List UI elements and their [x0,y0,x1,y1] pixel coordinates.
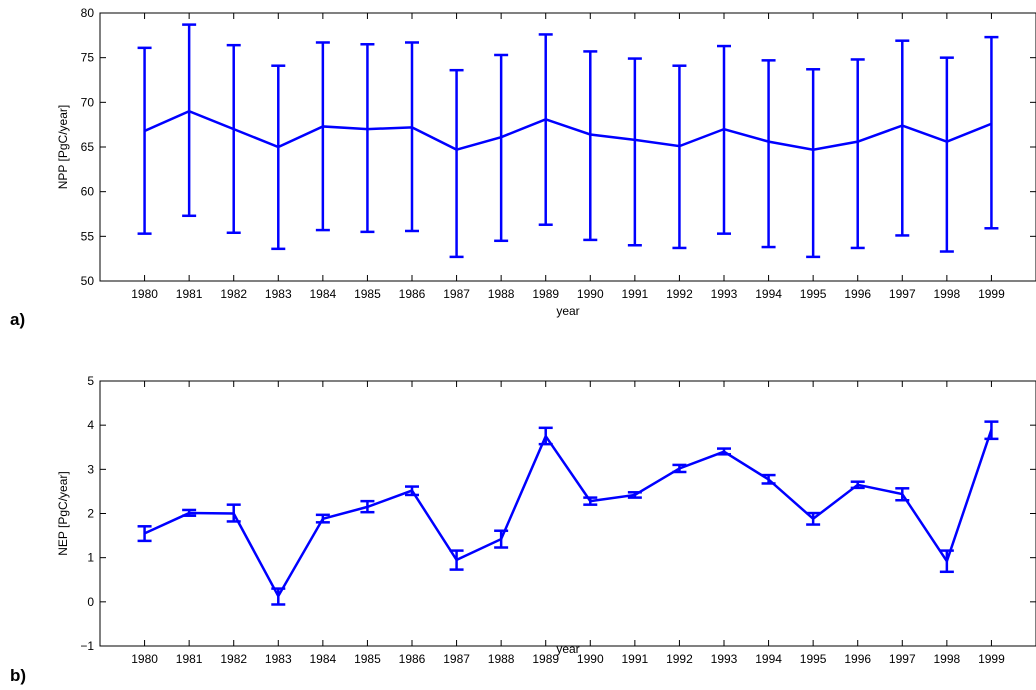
x-tick-label: 1988 [488,287,515,301]
y-tick-label: 50 [81,274,95,288]
x-tick-label: 1986 [399,652,426,666]
x-tick-label: 1997 [889,287,916,301]
error-bar [360,43,375,234]
x-tick-label: 1996 [844,652,871,666]
x-tick-label: 1990 [577,287,604,301]
plot-frame [99,380,1036,647]
x-tick-label: 1984 [310,287,337,301]
error-bar [538,33,553,226]
x-tick-label: 1986 [399,287,426,301]
plot-frame [99,12,1036,282]
x-tick-label: 1995 [800,287,827,301]
y-tick-label: 1 [87,551,94,565]
y-tick-label: 80 [81,6,95,20]
error-bar [895,39,910,237]
error-bar [806,68,821,259]
x-tick-label: 1992 [666,287,693,301]
x-tick-label: 1998 [934,287,961,301]
error-bar [583,50,598,242]
y-tick-label: 70 [81,95,95,109]
x-tick-label: 1995 [800,652,827,666]
error-bar [226,43,241,235]
npp-panel: 1980 1981 1982 1983 1984 1985 1986 1987 1988 1989… [56,6,1036,318]
x-tick-label: 1985 [354,287,381,301]
error-bar [137,525,152,543]
y-tick-label: 3 [87,462,94,476]
error-bar [761,59,776,249]
error-bar [939,56,954,253]
x-tick-label: 1985 [354,652,381,666]
x-tick-label: 1991 [622,652,649,666]
x-tick-label: 1997 [889,652,916,666]
x-tick-label: 1987 [443,652,470,666]
x-axis-title: year [556,304,579,318]
y-tick-label: 4 [87,418,94,432]
x-tick-label: 1990 [577,652,604,666]
series-line [144,109,992,152]
x-tick-label: 1980 [131,287,158,301]
error-bar [271,64,286,251]
x-tick-label: 1991 [622,287,649,301]
x-tick-label: 1981 [176,652,203,666]
y-tick-label: 60 [81,185,95,199]
series-line [144,429,993,599]
x-tick-label: 1987 [443,287,470,301]
y-tick-label: 75 [81,51,95,65]
error-bar [315,41,330,232]
x-tick-label: 1983 [265,652,292,666]
x-tick-label: 1983 [265,287,292,301]
x-tick-label: 1980 [131,652,158,666]
x-tick-label: 1984 [310,652,337,666]
panel-label-b: b) [10,666,26,685]
x-tick-label: 1993 [711,287,738,301]
y-tick-label: 55 [81,229,95,243]
x-tick-label: 1989 [532,287,559,301]
x-tick-label: 1989 [532,652,559,666]
error-bar [137,46,152,235]
error-bar [984,35,999,230]
error-bar [405,41,419,233]
error-bar [494,53,509,243]
x-tick-label: 1999 [978,652,1005,666]
y-tick-label: 5 [87,374,94,388]
y-tick-label: 0 [87,595,94,609]
x-tick-label: 1999 [978,287,1005,301]
x-tick-label: 1982 [220,287,247,301]
x-tick-label: 1996 [844,287,871,301]
x-tick-label: 1993 [711,652,738,666]
y-tick-label: 2 [87,507,94,521]
x-tick-label: 1981 [176,287,203,301]
x-axis-title: year [556,642,579,656]
x-tick-label: 1998 [934,652,961,666]
error-bar [182,23,197,218]
nep-panel: 1980 1981 1982 1983 1984 1985 1986 1987 1988 1989… [56,374,1036,666]
y-tick-label: −1 [80,639,94,653]
y-axis-title: NEP [PgC/year] [56,471,70,555]
error-bar [449,68,464,259]
error-bar [717,44,731,235]
x-tick-label: 1994 [755,287,782,301]
x-tick-label: 1982 [220,652,247,666]
y-tick-label: 65 [81,140,95,154]
x-tick-label: 1994 [755,652,782,666]
x-tick-label: 1988 [488,652,515,666]
error-bar [850,58,865,250]
x-tick-label: 1992 [666,652,693,666]
error-bar [672,64,687,250]
error-bar [627,57,642,247]
panel-label-a: a) [10,310,25,329]
y-axis-title: NPP [PgC/year] [56,105,70,189]
